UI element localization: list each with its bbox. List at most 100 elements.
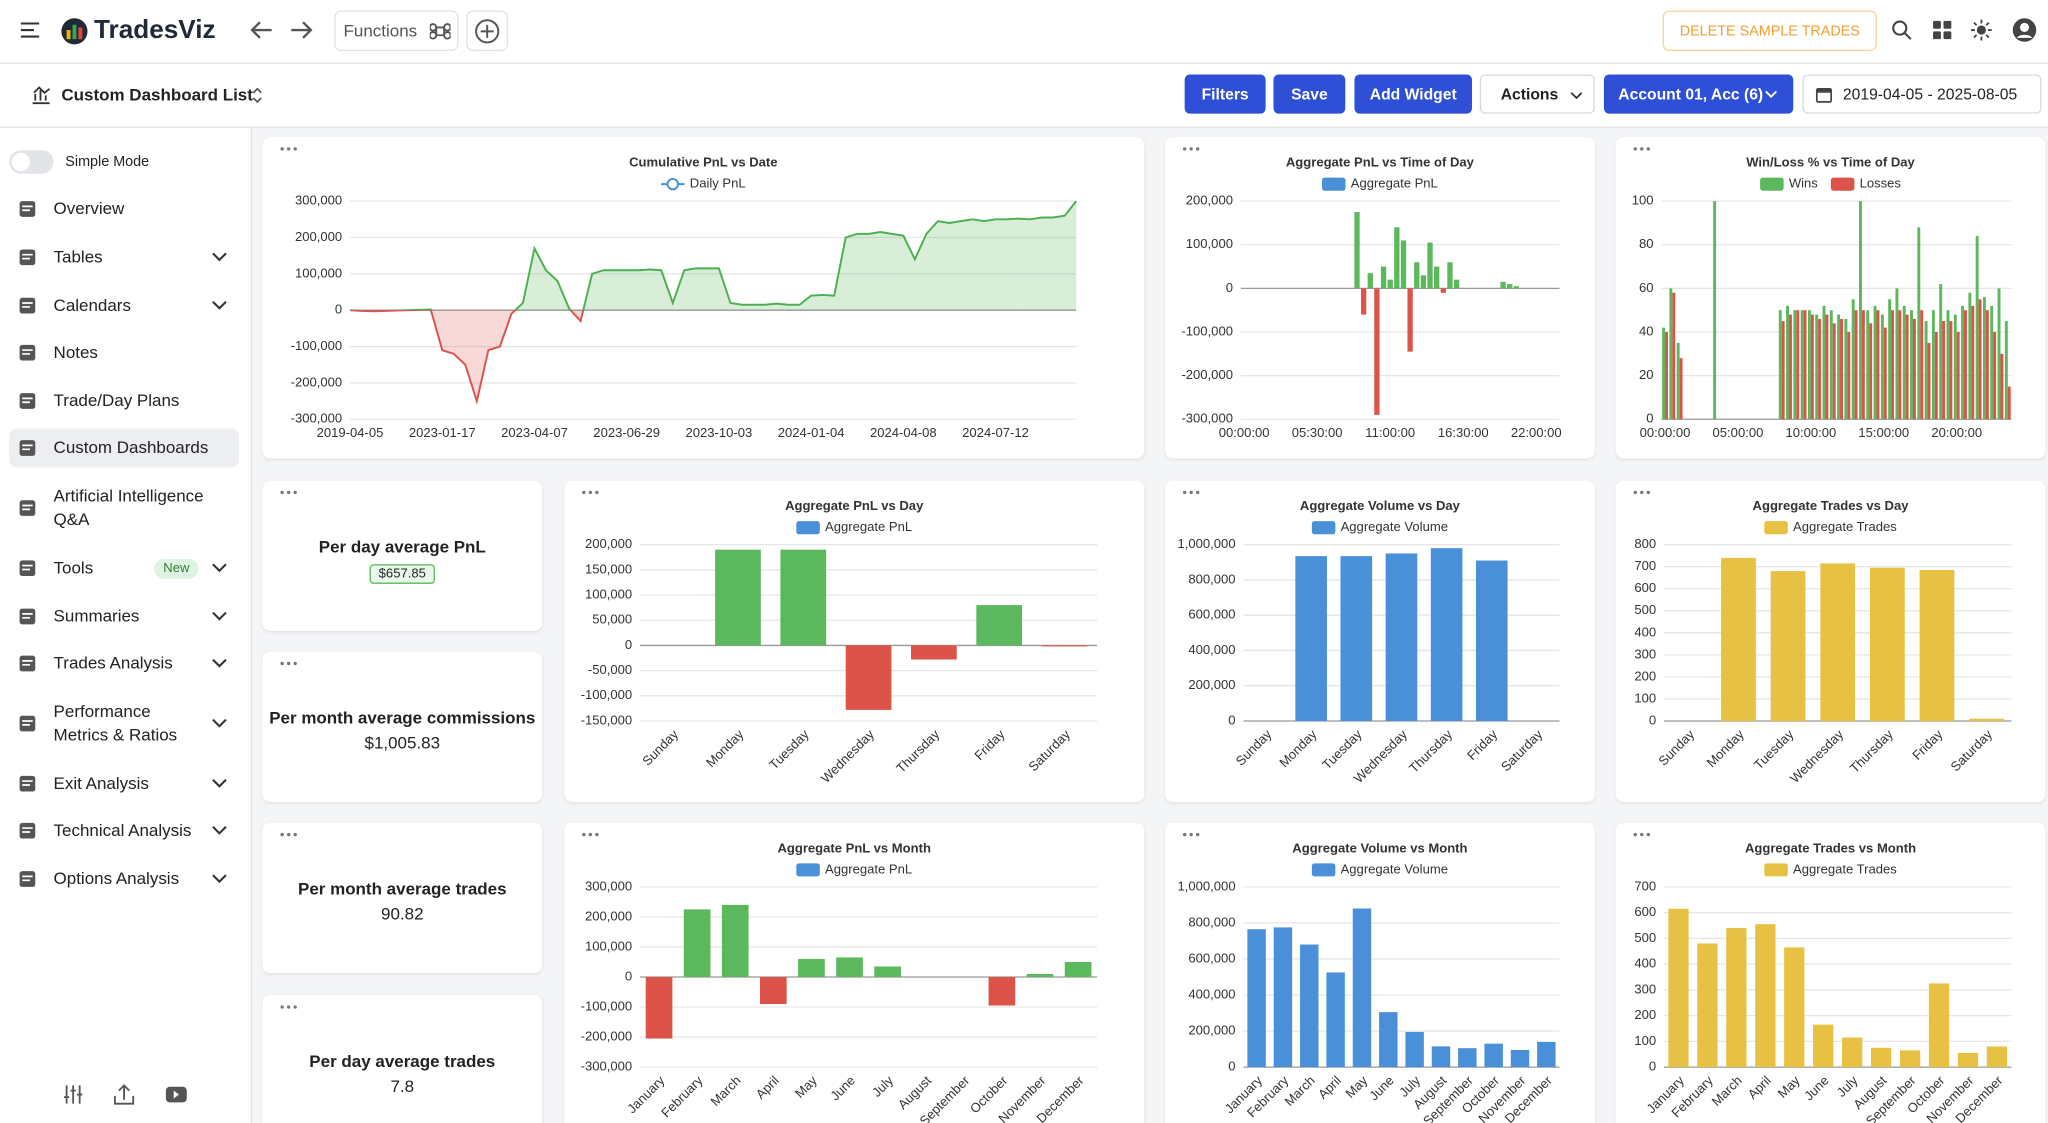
bar — [1676, 342, 1680, 420]
nav-icon — [19, 715, 36, 732]
widget-menu[interactable] — [580, 829, 606, 839]
simple-mode-toggle[interactable] — [9, 150, 54, 174]
nav-item[interactable]: Overview — [9, 189, 239, 228]
sidebar-tools[interactable] — [55, 1081, 212, 1107]
menu-dot — [280, 661, 284, 666]
nav-item[interactable]: Artificial Intelligence Q&A — [9, 481, 239, 536]
nav-item[interactable]: Tables — [9, 238, 239, 277]
menu-dot — [1646, 490, 1651, 495]
add-button[interactable] — [466, 10, 509, 51]
widget-menu[interactable] — [580, 487, 606, 497]
widget-menu[interactable] — [1181, 487, 1207, 497]
avatar[interactable] — [2011, 17, 2037, 43]
nav-badge: New — [154, 558, 199, 578]
account-dropdown[interactable]: Account 01, Acc (6) — [1603, 74, 1794, 114]
widget-menu[interactable] — [278, 1002, 304, 1012]
icon-detail — [22, 253, 33, 260]
bar — [1891, 310, 1895, 420]
bar — [1917, 227, 1921, 420]
icon-shape — [19, 822, 36, 839]
dashboard-list[interactable]: Custom Dashboard List — [61, 84, 253, 105]
chart: Aggregate Volume vs Month Aggregate Volum… — [1178, 840, 1560, 1123]
delete-sample-button[interactable]: DELETE SAMPLE TRADES — [1662, 10, 1877, 51]
bar — [1815, 314, 1819, 420]
nav-item[interactable]: Summaries — [9, 597, 239, 636]
brand[interactable]: TradesViz — [94, 15, 216, 45]
actions-dropdown[interactable]: Actions — [1479, 74, 1595, 114]
x-tick-label: Saturday — [1948, 726, 1996, 774]
widget-menu[interactable] — [278, 658, 304, 668]
widget-menu[interactable] — [1631, 144, 1657, 154]
nav-item[interactable]: Trade/Day Plans — [9, 381, 239, 420]
widget-menu[interactable] — [278, 144, 304, 154]
icon-detail — [22, 564, 33, 571]
y-tick-label: 600 — [1634, 904, 1656, 919]
x-tick-label: 2019-04-05 — [317, 425, 384, 440]
date-range[interactable]: 2019-04-05 - 2025-08-05 — [1802, 74, 2042, 114]
legend-label: Wins — [1789, 176, 1818, 191]
legend-label: Aggregate Volume — [1341, 519, 1448, 534]
add-widget-button[interactable]: Add Widget — [1354, 74, 1472, 114]
bar — [1786, 305, 1790, 420]
nav-item[interactable]: Options Analysis — [9, 859, 239, 898]
chart-card: Cumulative PnL vs Date Daily PnL 300,000 20… — [262, 137, 1145, 459]
bar — [1726, 928, 1747, 1068]
bar — [1697, 943, 1718, 1068]
nav-item[interactable]: Performance Metrics & Ratios — [9, 696, 239, 751]
legend-swatch — [1830, 177, 1855, 191]
widget-menu[interactable] — [1631, 487, 1657, 497]
theme-icon[interactable] — [1970, 19, 1992, 41]
widget-menu[interactable] — [1181, 144, 1207, 154]
icon-shape — [19, 715, 36, 732]
y-tick-label: -300,000 — [581, 1059, 633, 1074]
legend-label: Aggregate PnL — [825, 519, 912, 534]
apps-icon[interactable] — [1932, 20, 1953, 41]
updown-icon[interactable] — [251, 86, 264, 104]
nav-item[interactable]: Calendars — [9, 286, 239, 325]
back-icon[interactable] — [248, 18, 274, 42]
bar — [1840, 318, 1843, 420]
menu-icon[interactable] — [20, 21, 41, 39]
save-button[interactable]: Save — [1273, 74, 1346, 114]
x-tick-label: Friday — [1464, 726, 1501, 763]
nav-item[interactable]: Trades Analysis — [9, 644, 239, 683]
functions-button[interactable]: Functions — [334, 10, 459, 51]
nav-item[interactable]: Custom Dashboards — [9, 428, 240, 468]
stat-value: $1,005.83 — [263, 733, 543, 753]
bar — [1829, 310, 1833, 420]
bar — [721, 904, 749, 977]
nav-label: Performance Metrics & Ratios — [53, 701, 178, 745]
x-tick-label: March — [1282, 1073, 1318, 1109]
delete-label: DELETE SAMPLE TRADES — [1679, 22, 1860, 39]
forward-icon[interactable] — [289, 18, 315, 42]
nav-item[interactable]: Notes — [9, 333, 239, 372]
nav-item[interactable]: Tools New — [9, 549, 239, 588]
bar — [1813, 1024, 1834, 1068]
bar — [1500, 281, 1506, 289]
bar — [1385, 553, 1418, 721]
chevron-path — [212, 874, 227, 884]
search-icon[interactable] — [1891, 20, 1912, 41]
bar — [1300, 944, 1319, 1068]
menu-dot — [1640, 147, 1644, 151]
stat-title: Per day average trades — [309, 1051, 496, 1072]
stat-value: $657.85 — [263, 562, 543, 584]
nav-item[interactable]: Exit Analysis — [9, 764, 239, 803]
widget-menu[interactable] — [278, 487, 304, 497]
widget-menu[interactable] — [1631, 829, 1657, 839]
bar — [1407, 288, 1413, 352]
x-tick-label: July — [869, 1072, 896, 1099]
bar — [1949, 321, 1953, 420]
calendar-icon — [1815, 87, 1833, 103]
nav-label: Tools — [53, 557, 94, 578]
stat-value: 90.82 — [263, 904, 543, 924]
bar — [1876, 310, 1880, 420]
widget-menu[interactable] — [278, 829, 304, 839]
bar — [1387, 279, 1393, 289]
y-tick-label: 200 — [1634, 668, 1656, 683]
nav-item[interactable]: Technical Analysis — [9, 811, 239, 850]
icon-detail — [22, 302, 33, 308]
filters-button[interactable]: Filters — [1184, 74, 1266, 114]
widget-menu[interactable] — [1181, 829, 1207, 839]
bar — [1453, 279, 1460, 289]
